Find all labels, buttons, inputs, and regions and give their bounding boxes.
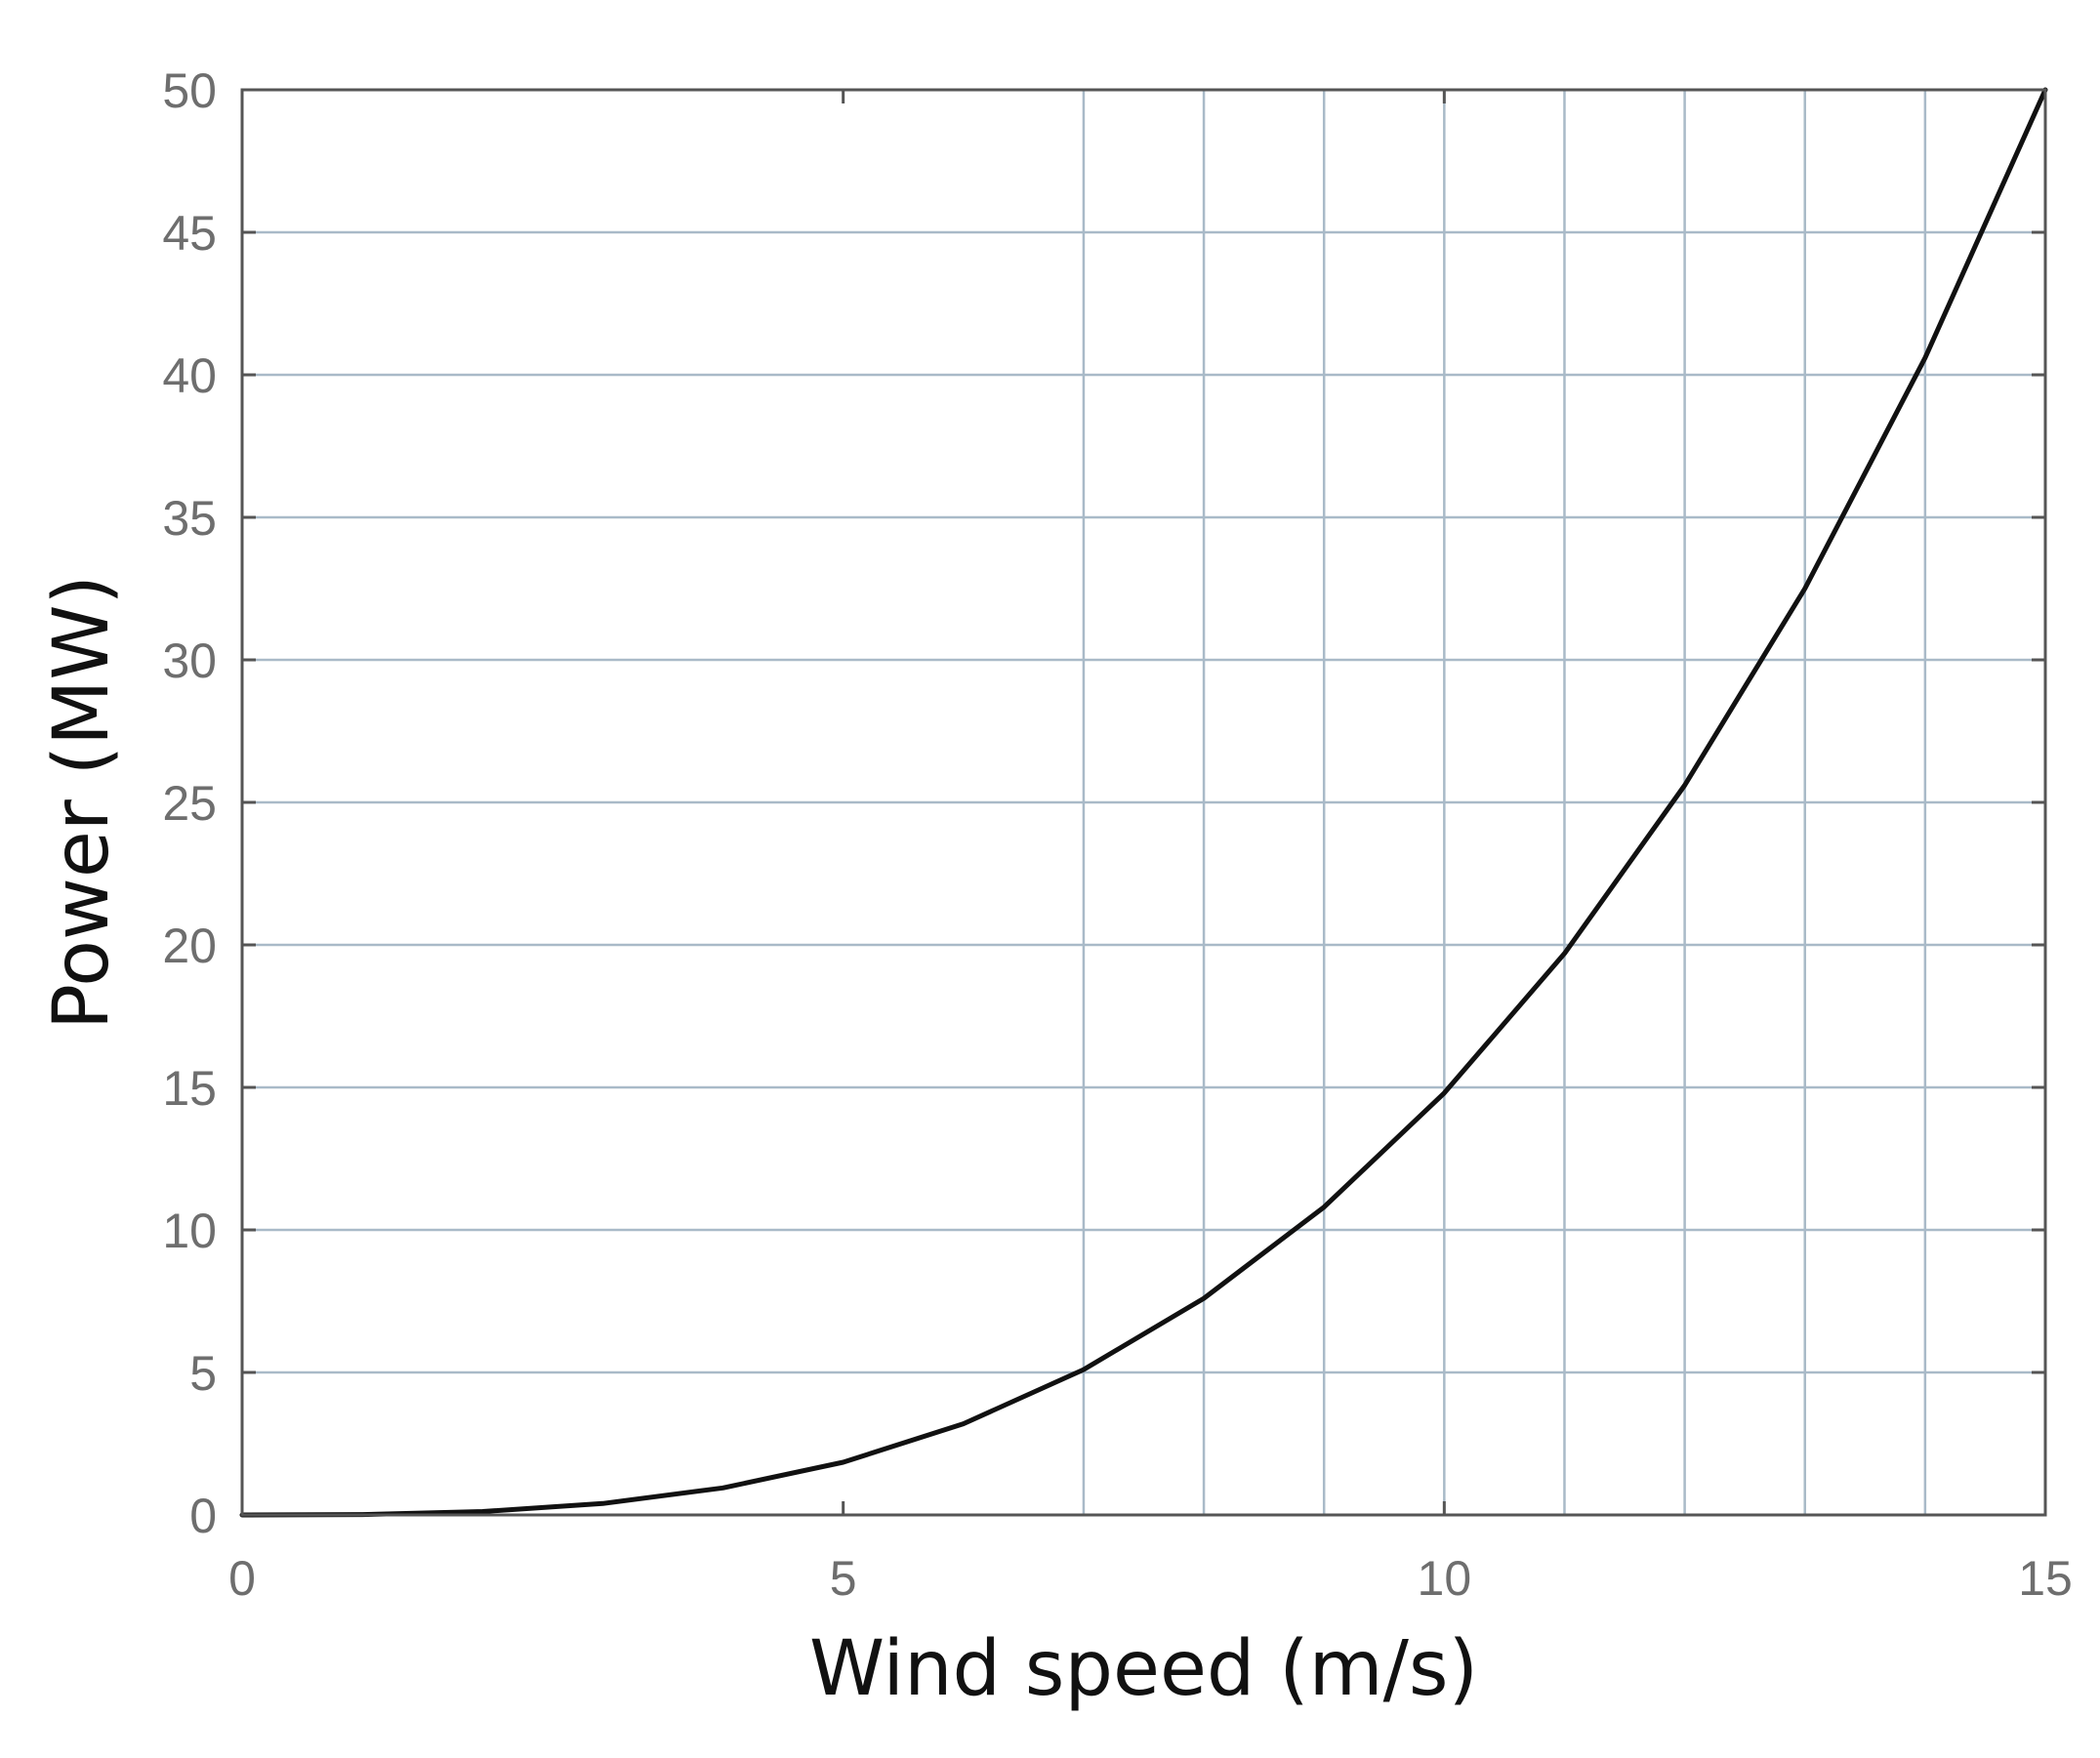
y-axis-title: Power (MW) (38, 575, 126, 1030)
x-tick-label: 15 (2018, 1551, 2073, 1606)
x-tick-label: 0 (228, 1551, 256, 1606)
y-tick-label: 35 (162, 491, 217, 546)
x-axis-title: Wind speed (m/s) (809, 1625, 1478, 1713)
grid-lines (242, 90, 2045, 1515)
y-tick-label: 15 (162, 1061, 217, 1116)
y-tick-label: 30 (162, 634, 217, 688)
y-tick-label: 0 (189, 1489, 217, 1543)
y-tick-label: 20 (162, 919, 217, 973)
x-tick-label: 10 (1418, 1551, 1472, 1606)
y-tick-label: 5 (189, 1346, 217, 1401)
y-tick-label: 50 (162, 63, 217, 118)
y-tick-label: 40 (162, 348, 217, 403)
y-tick-label: 45 (162, 206, 217, 261)
axis-ticks: 0 5 10 15 0 5 10 15 20 25 30 35 40 45 50 (162, 63, 2072, 1606)
power-curve-line (239, 87, 2048, 1518)
x-tick-label: 5 (830, 1551, 857, 1606)
y-tick-label: 25 (162, 776, 217, 831)
y-tick-label: 10 (162, 1204, 217, 1258)
